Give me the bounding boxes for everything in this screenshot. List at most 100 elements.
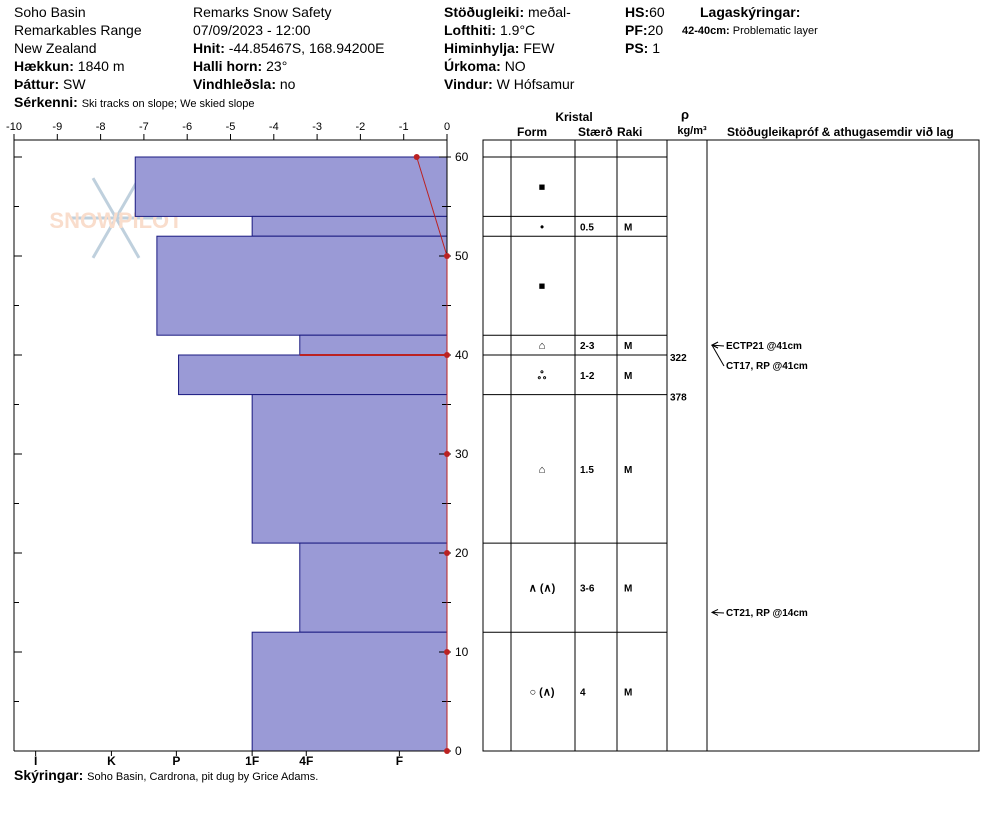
temp-tick-label: -9 — [52, 121, 62, 133]
features-row: Sérkenni: Ski tracks on slope; We skied … — [14, 93, 255, 113]
stability-value: meðal- — [528, 4, 571, 20]
elevation-value: 1840 m — [77, 58, 125, 74]
hardness-bar — [134, 156, 448, 217]
stability-test-label: CT21, RP @14cm — [726, 608, 808, 619]
grain-size-value: 1-2 — [580, 371, 595, 382]
hardness-tick-label: 4F — [299, 754, 313, 768]
hs-label: HS: — [625, 4, 650, 20]
temp-tick-label: -5 — [226, 121, 236, 133]
snowflake-arm — [91, 177, 118, 219]
temp-tick-label: -7 — [139, 121, 149, 133]
moisture-value: M — [624, 222, 632, 233]
pf-label: PF: — [625, 22, 648, 38]
grain-size-value: 0.5 — [580, 222, 594, 233]
height-tick-label: 60 — [455, 150, 469, 164]
hs-value: 60 — [649, 4, 665, 20]
layer-notes-label: Lagaskýringar: — [700, 3, 800, 21]
wind-loading-value: no — [279, 76, 296, 92]
hardness-bar — [251, 394, 448, 544]
height-tick-label: 30 — [455, 447, 469, 461]
density-unit-header: kg/m³ — [677, 125, 707, 137]
ps-value: 1 — [652, 40, 661, 56]
temperature-point — [444, 649, 450, 655]
grain-form-symbol: ○ (∧) — [529, 687, 554, 699]
size-header: Stærð — [578, 125, 613, 139]
hardness-bar — [251, 215, 448, 237]
height-tick-label: 20 — [455, 546, 469, 560]
moisture-value: M — [624, 465, 632, 476]
precip-row: Úrkoma: NO — [444, 57, 526, 75]
stability-test-label: CT17, RP @41cm — [726, 361, 808, 372]
rho-header: ρ — [681, 107, 689, 122]
wind-row: Vindur: W Hófsamur — [444, 75, 574, 93]
ps-label: PS: — [625, 40, 649, 56]
sky-value: FEW — [523, 40, 555, 56]
comments-row: Skýringar: Soho Basin, Cardrona, pit dug… — [14, 766, 318, 786]
temp-tick-label: -4 — [269, 121, 279, 133]
hs-row: HS:60 — [625, 3, 665, 21]
moisture-value: M — [624, 688, 632, 699]
aspect-label: Þáttur: — [14, 76, 60, 92]
grain-size-value: 1.5 — [580, 465, 594, 476]
temp-tick-label: -3 — [312, 121, 322, 133]
hardness-bar — [251, 631, 448, 752]
elevation-label: Hækkun: — [14, 58, 74, 74]
country-name: New Zealand — [14, 40, 97, 56]
grain-form-symbol: ஃ — [538, 370, 547, 382]
moisture-value: M — [624, 584, 632, 595]
elevation-row: Hækkun: 1840 m — [14, 57, 125, 75]
hardness-tick-label: P — [172, 754, 180, 768]
grain-size-value: 4 — [580, 688, 586, 699]
grain-form-symbol: ■ — [539, 182, 546, 194]
pf-value: 20 — [647, 22, 664, 38]
sky-label: Himinhylja: — [444, 40, 520, 56]
layer-note-text: Problematic layer — [732, 25, 818, 37]
density-value: 378 — [670, 393, 687, 404]
height-tick-label: 0 — [455, 744, 462, 758]
slope-value: 23° — [266, 58, 288, 74]
slope-label: Halli horn: — [193, 58, 263, 74]
temp-tick-label: -1 — [399, 121, 409, 133]
precip-label: Úrkoma: — [444, 58, 501, 74]
coords-label: Hnit: — [193, 40, 225, 56]
layer-note: 42-40cm: Problematic layer — [682, 22, 818, 40]
aspect-value: SW — [63, 76, 86, 92]
coords-value: -44.85467S, 168.94200E — [228, 40, 385, 56]
temperature-point — [413, 154, 420, 160]
temperature-point — [444, 352, 450, 358]
sky-row: Himinhylja: FEW — [444, 39, 554, 57]
temp-tick-label: 0 — [444, 121, 450, 133]
layer-table-frame — [482, 139, 980, 752]
height-tick-label: 10 — [455, 645, 469, 659]
observer-name: Remarks Snow Safety — [193, 4, 332, 20]
coords-row: Hnit: -44.85467S, 168.94200E — [193, 39, 384, 57]
temp-tick-label: -8 — [96, 121, 106, 133]
air-temp-label: Lofthiti: — [444, 22, 497, 38]
grain-form-symbol: ⌂ — [539, 340, 546, 352]
hardness-tick-label: I — [34, 754, 37, 768]
test-leader-line — [711, 344, 725, 347]
range-name: Remarkables Range — [14, 22, 142, 38]
grain-form-symbol: ■ — [539, 281, 546, 293]
temperature-point — [444, 550, 450, 556]
moisture-value: M — [624, 371, 632, 382]
site-name: Soho Basin — [14, 4, 86, 20]
wind-loading-label: Vindhleðsla: — [193, 76, 276, 92]
comments-value: Soho Basin, Cardrona, pit dug by Grice A… — [87, 771, 319, 783]
temp-tick-label: -10 — [6, 121, 22, 133]
air-temp-value: 1.9°C — [499, 22, 536, 38]
observation-datetime: 07/09/2023 - 12:00 — [193, 22, 311, 38]
stability-test-label: ECTP21 @41cm — [726, 341, 802, 352]
wind-label: Vindur: — [444, 76, 493, 92]
snowflake-arm — [91, 217, 118, 259]
temperature-point — [444, 451, 450, 457]
crystal-header: Kristal — [555, 110, 592, 124]
hardness-tick-label: K — [107, 754, 116, 768]
hardness-tick-label: 1F — [245, 754, 259, 768]
features-label: Sérkenni: — [14, 94, 78, 110]
aspect-row: Þáttur: SW — [14, 75, 86, 93]
density-value: 322 — [670, 353, 687, 364]
hardness-bar — [299, 334, 448, 356]
test-arrow-head — [710, 341, 719, 349]
